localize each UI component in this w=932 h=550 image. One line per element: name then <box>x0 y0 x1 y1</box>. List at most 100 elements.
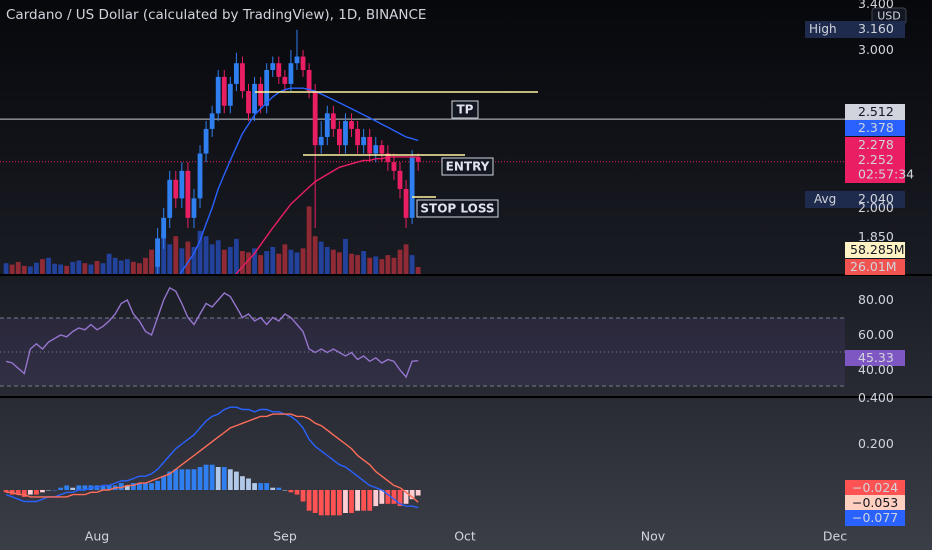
rsi-band <box>0 318 845 386</box>
macd-histogram-bar <box>3 490 9 493</box>
macd-histogram-bar <box>197 467 203 490</box>
volume-bar <box>385 255 391 274</box>
currency: USD <box>877 10 901 23</box>
volume-bar <box>312 236 318 274</box>
rsi-last: 45.33 <box>858 350 894 365</box>
volume-bar <box>209 244 215 274</box>
volume-bar <box>112 257 118 274</box>
macd-histogram-bar <box>143 483 148 490</box>
volume-bar <box>379 259 385 274</box>
macd-histogram-bar <box>203 464 209 490</box>
volume-bar <box>391 257 397 274</box>
candle-body <box>270 63 276 70</box>
volume-bar <box>361 251 367 274</box>
macd-histogram-bar <box>355 490 360 511</box>
volume-ma-box <box>845 242 905 258</box>
macd-histogram-bar <box>306 490 312 511</box>
macd-histogram-bar <box>179 469 185 490</box>
signal-last-box <box>845 495 905 511</box>
candle-body <box>173 179 179 199</box>
volume-bar <box>324 247 330 274</box>
volume-bar <box>179 248 185 274</box>
volume-bar <box>82 263 88 274</box>
macd-histogram-bar <box>385 490 391 504</box>
macd-histogram-bar <box>155 480 160 490</box>
ma-fast-box <box>845 120 905 136</box>
volume-bar <box>58 264 64 274</box>
macd-histogram-bar <box>46 490 51 491</box>
macd-histogram-bar <box>191 469 197 490</box>
volume-bar <box>76 260 82 274</box>
macd-histogram-bar <box>40 490 45 493</box>
candle-body <box>397 170 403 189</box>
candle-body <box>312 91 318 146</box>
high-name: High <box>809 22 837 36</box>
volume-bar <box>367 257 373 274</box>
countdown: 02:57:34 <box>858 167 914 182</box>
volume-bar <box>215 240 221 274</box>
candle-body <box>337 128 342 146</box>
macd-histogram-bar <box>258 483 264 490</box>
candle-body <box>403 188 409 218</box>
candle-body <box>191 198 197 218</box>
volume-bar <box>276 253 282 274</box>
volume-bar <box>27 266 33 274</box>
volume-bar <box>70 261 76 274</box>
tp-box <box>451 100 479 119</box>
candle-body <box>288 63 294 84</box>
volume-bar <box>337 252 342 274</box>
rsi-tick-label: 80.00 <box>858 292 894 307</box>
candle-body <box>330 113 336 129</box>
time-axis-label: Dec <box>823 529 847 544</box>
macd-histogram-bar <box>100 485 106 490</box>
candle-body <box>185 170 191 218</box>
macd-histogram-bar <box>403 490 409 504</box>
hist-last: −0.024 <box>852 480 898 495</box>
candle-body <box>240 63 245 92</box>
macd-histogram-bar <box>227 469 233 490</box>
volume-bar <box>143 257 148 274</box>
candle-body <box>264 69 270 106</box>
candle-body <box>385 153 391 163</box>
rsi-tick-label: 40.00 <box>858 362 894 377</box>
signal-line <box>6 413 419 503</box>
volume-bar <box>94 261 100 274</box>
macd-histogram-bar <box>21 490 27 497</box>
macd-histogram-bar <box>282 490 288 491</box>
avg-name: Avg <box>814 192 836 206</box>
volume-bar <box>161 233 167 274</box>
macd-histogram-bar <box>379 490 385 504</box>
tp-price-box <box>845 104 905 120</box>
macd-histogram-bar <box>15 490 21 495</box>
price-tick-label: 3.000 <box>858 42 894 57</box>
macd-histogram-bar <box>70 487 76 490</box>
macd-tick-label: 0.400 <box>858 390 894 405</box>
macd-histogram-bar <box>252 483 257 490</box>
macd-histogram-bar <box>52 490 57 491</box>
volume-bar <box>233 238 239 274</box>
macd-histogram-bar <box>221 467 227 490</box>
high-value: 3.160 <box>858 21 894 36</box>
macd-tick-label: 0.200 <box>858 436 894 451</box>
volume-bar <box>137 263 142 274</box>
ma-slow-box <box>845 137 905 153</box>
volume-bar <box>240 251 245 274</box>
volume-bar <box>252 248 257 274</box>
macd-histogram-bar <box>118 483 124 490</box>
macd-histogram-bar <box>233 471 239 490</box>
macd-histogram-bar <box>397 490 403 507</box>
candle-body <box>355 128 360 146</box>
macd-line <box>5 406 419 509</box>
volume-bar <box>34 262 39 274</box>
macd-histogram-bar <box>215 467 221 490</box>
volume-bar <box>185 241 191 274</box>
last-price-box <box>845 153 905 183</box>
macd-histogram-bar <box>246 478 251 490</box>
volume-bar <box>15 261 21 274</box>
candle-body <box>318 136 324 146</box>
candle-body <box>197 153 203 199</box>
macd-histogram-bar <box>270 487 276 490</box>
price-tick-label: 2.000 <box>858 200 894 215</box>
candle-body <box>203 128 209 154</box>
